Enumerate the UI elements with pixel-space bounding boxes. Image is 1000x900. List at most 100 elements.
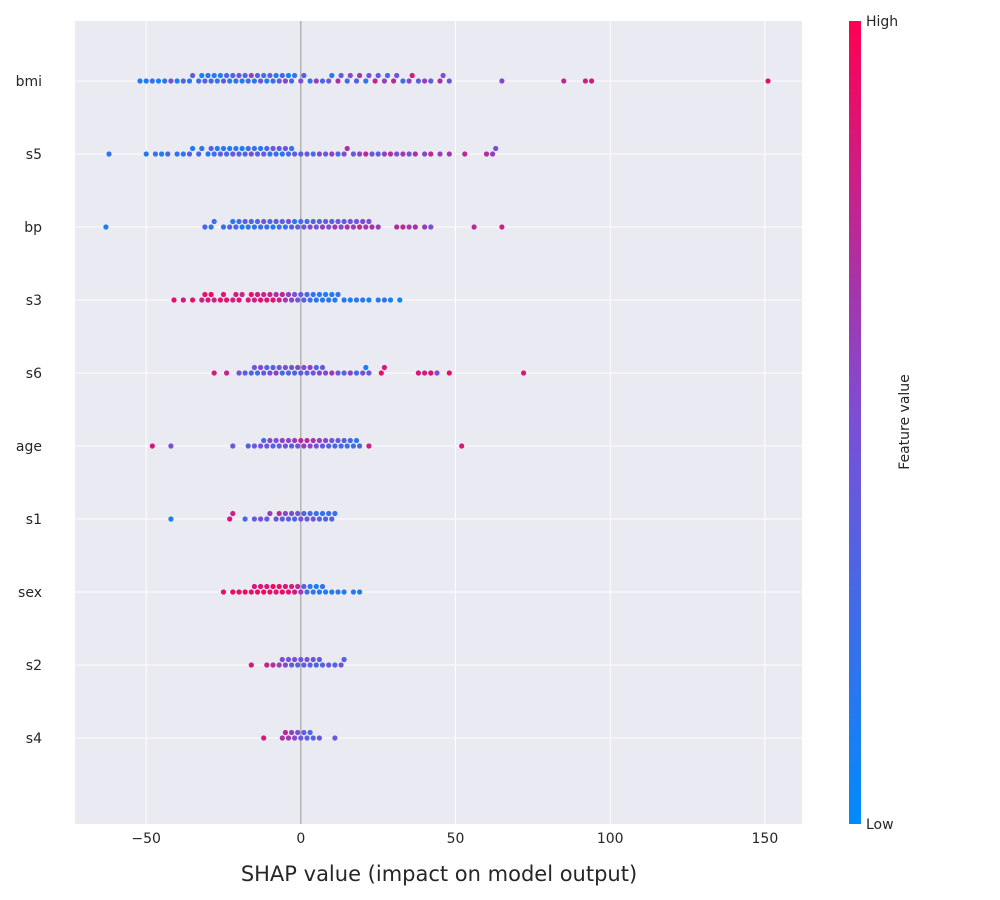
point-s1 [258, 516, 264, 522]
point-s5 [159, 151, 165, 157]
point-s4 [279, 735, 285, 741]
point-s5 [224, 151, 230, 157]
point-s6 [310, 370, 316, 376]
point-s1 [289, 510, 295, 517]
point-age [289, 443, 295, 449]
point-s6 [258, 364, 264, 371]
point-sex [282, 583, 288, 590]
point-s6 [276, 364, 282, 371]
point-s2 [292, 656, 298, 663]
point-bmi [155, 78, 162, 84]
point-sex [242, 589, 248, 595]
point-age [168, 443, 174, 449]
point-bp [208, 224, 214, 230]
point-s6 [267, 370, 273, 376]
point-s4 [298, 735, 304, 741]
point-s6 [236, 370, 242, 376]
point-s3 [205, 297, 211, 303]
point-bmi [162, 78, 168, 84]
point-age [335, 437, 341, 444]
point-age [298, 437, 304, 444]
point-age [304, 437, 310, 444]
point-s5 [230, 151, 236, 157]
point-s2 [295, 662, 301, 668]
point-s2 [313, 662, 319, 668]
point-bp [335, 218, 341, 225]
point-s4 [316, 735, 322, 741]
point-bmi [326, 78, 332, 84]
x-tick-label: 150 [752, 831, 779, 847]
point-bmi [230, 72, 236, 79]
point-bp [329, 218, 335, 225]
point-bp [233, 224, 239, 230]
point-s6 [335, 370, 341, 376]
point-s1 [301, 510, 307, 517]
point-s2 [341, 656, 347, 663]
point-bmi [313, 78, 319, 84]
x-tick-label: 50 [447, 831, 465, 847]
point-bmi [214, 78, 220, 84]
point-sex [350, 589, 356, 595]
point-age [323, 437, 329, 444]
point-bmi [217, 72, 223, 79]
point-s5 [248, 151, 254, 157]
point-s1 [264, 516, 270, 522]
point-s5 [233, 145, 239, 152]
point-sex [341, 589, 347, 595]
point-bmi [202, 78, 208, 84]
point-s4 [282, 729, 288, 736]
point-bp [412, 224, 418, 230]
feature-labels: bmi s5 bp s3 s6 age s1 sex s2 s4 [16, 74, 43, 747]
point-s3 [326, 297, 332, 303]
point-s6 [251, 364, 257, 371]
point-s6 [273, 370, 279, 376]
point-bmi [329, 72, 335, 79]
point-s5 [446, 151, 452, 157]
point-s5 [316, 151, 322, 157]
point-s6 [295, 364, 301, 371]
point-s5 [289, 145, 295, 152]
point-s5 [428, 151, 434, 157]
feature-label-s4: s4 [26, 731, 42, 747]
point-s3 [208, 291, 214, 298]
point-s5 [310, 151, 316, 157]
point-s6 [261, 370, 267, 376]
point-s3 [258, 297, 264, 303]
point-s1 [304, 516, 310, 522]
point-s3 [264, 297, 270, 303]
feature-label-s5: s5 [26, 147, 42, 163]
point-bp [248, 218, 254, 225]
point-age [338, 443, 344, 449]
point-bp [326, 224, 332, 230]
x-axis-label: SHAP value (impact on model output) [241, 862, 637, 886]
point-bp [304, 218, 310, 225]
point-s3 [319, 297, 326, 303]
point-s6 [347, 370, 353, 376]
point-sex [313, 583, 319, 590]
point-age [301, 443, 307, 449]
point-s5 [242, 151, 248, 157]
point-s1 [273, 516, 279, 522]
point-bmi [233, 78, 239, 84]
point-bmi [353, 78, 360, 84]
point-bmi [391, 78, 397, 84]
point-s2 [264, 662, 270, 668]
point-s6 [323, 370, 329, 376]
point-bp [422, 224, 428, 230]
point-s4 [304, 735, 310, 741]
point-s1 [168, 516, 174, 522]
point-bp [394, 224, 400, 230]
point-s6 [211, 370, 217, 376]
point-s3 [267, 291, 273, 298]
point-s3 [360, 297, 366, 303]
point-s5 [406, 151, 412, 157]
point-s1 [282, 510, 288, 517]
point-s5 [174, 151, 180, 157]
point-bmi [499, 78, 505, 84]
point-s6 [301, 364, 307, 371]
point-s5 [152, 151, 158, 157]
point-s6 [254, 370, 261, 376]
point-bmi [384, 72, 391, 79]
point-s6 [319, 364, 326, 371]
point-bmi [239, 78, 245, 84]
